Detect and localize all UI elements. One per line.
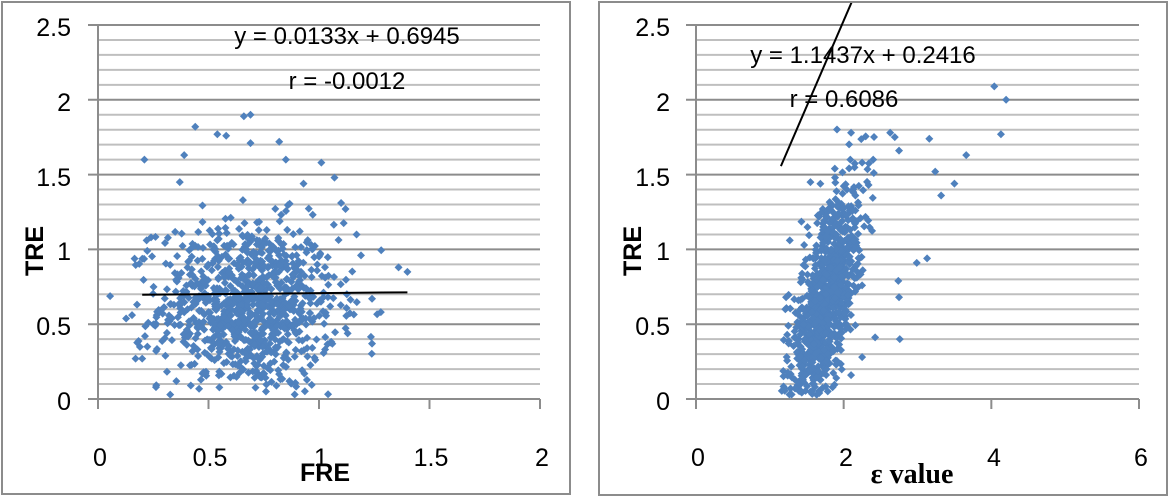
x-tick-0: 0 [691,444,705,472]
chart-panel-epsilon-vs-tre: 0 0.5 1 1.5 2 2.5 0 2 4 6 y = 1.1437x + … [598,1,1168,496]
y-tick-labels: 0 0.5 1 1.5 2 2.5 [36,14,71,416]
x-tick-0: 0 [93,444,107,472]
y-tick-1.5: 1.5 [36,164,71,192]
x-tick-4: 4 [987,444,1001,472]
y-tick-0: 0 [656,388,670,416]
x-tick-6: 6 [1134,444,1148,472]
y-tick-2: 2 [57,89,71,117]
scatter-plot-fre-tre: 0 0.5 1 1.5 2 2.5 0 0.5 1 1.5 2 y = 0.01… [21,14,549,487]
y-tick-2.5: 2.5 [635,14,670,42]
y-tick-labels: 0 0.5 1 1.5 2 2.5 [635,14,670,416]
data-points [777,82,1011,399]
x-tick-2: 2 [839,444,853,472]
trendline [779,3,853,167]
trendline-equation: y = 0.0133x + 0.6945 [234,23,460,50]
axes [88,25,541,409]
trendline [142,291,408,296]
scatter-plot-epsilon-tre: 0 0.5 1 1.5 2 2.5 0 2 4 6 y = 1.1437x + … [619,3,1148,490]
grid-lines [88,24,540,386]
grid-lines [686,24,1139,386]
y-tick-2.5: 2.5 [36,14,71,42]
chart-panel-fre-vs-tre: 0 0.5 1 1.5 2 2.5 0 0.5 1 1.5 2 y = 0.01… [1,1,571,495]
x-axis-title: FRE [300,459,350,487]
y-tick-0: 0 [57,388,71,416]
axes [686,25,1140,409]
y-tick-0.5: 0.5 [635,313,670,341]
y-tick-2: 2 [656,89,670,117]
data-points [106,110,412,399]
y-tick-0.5: 0.5 [36,313,71,341]
y-tick-1: 1 [656,238,670,266]
x-tick-2: 2 [535,444,549,472]
x-tick-0.5: 0.5 [193,444,228,472]
x-tick-labels: 0 2 4 6 [691,444,1148,472]
correlation-coefficient: r = 0.6086 [790,86,899,113]
x-tick-1: 1 [314,444,328,472]
trendline-equation: y = 1.1437x + 0.2416 [750,42,976,69]
x-tick-1.5: 1.5 [414,444,449,472]
x-axis-title: ε value [871,459,954,490]
y-axis-title: TRE [21,226,49,276]
y-tick-1: 1 [57,238,71,266]
y-tick-1.5: 1.5 [635,164,670,192]
y-axis-title: TRE [619,226,647,276]
x-tick-labels: 0 0.5 1 1.5 2 [93,444,549,472]
correlation-coefficient: r = -0.0012 [289,68,406,95]
